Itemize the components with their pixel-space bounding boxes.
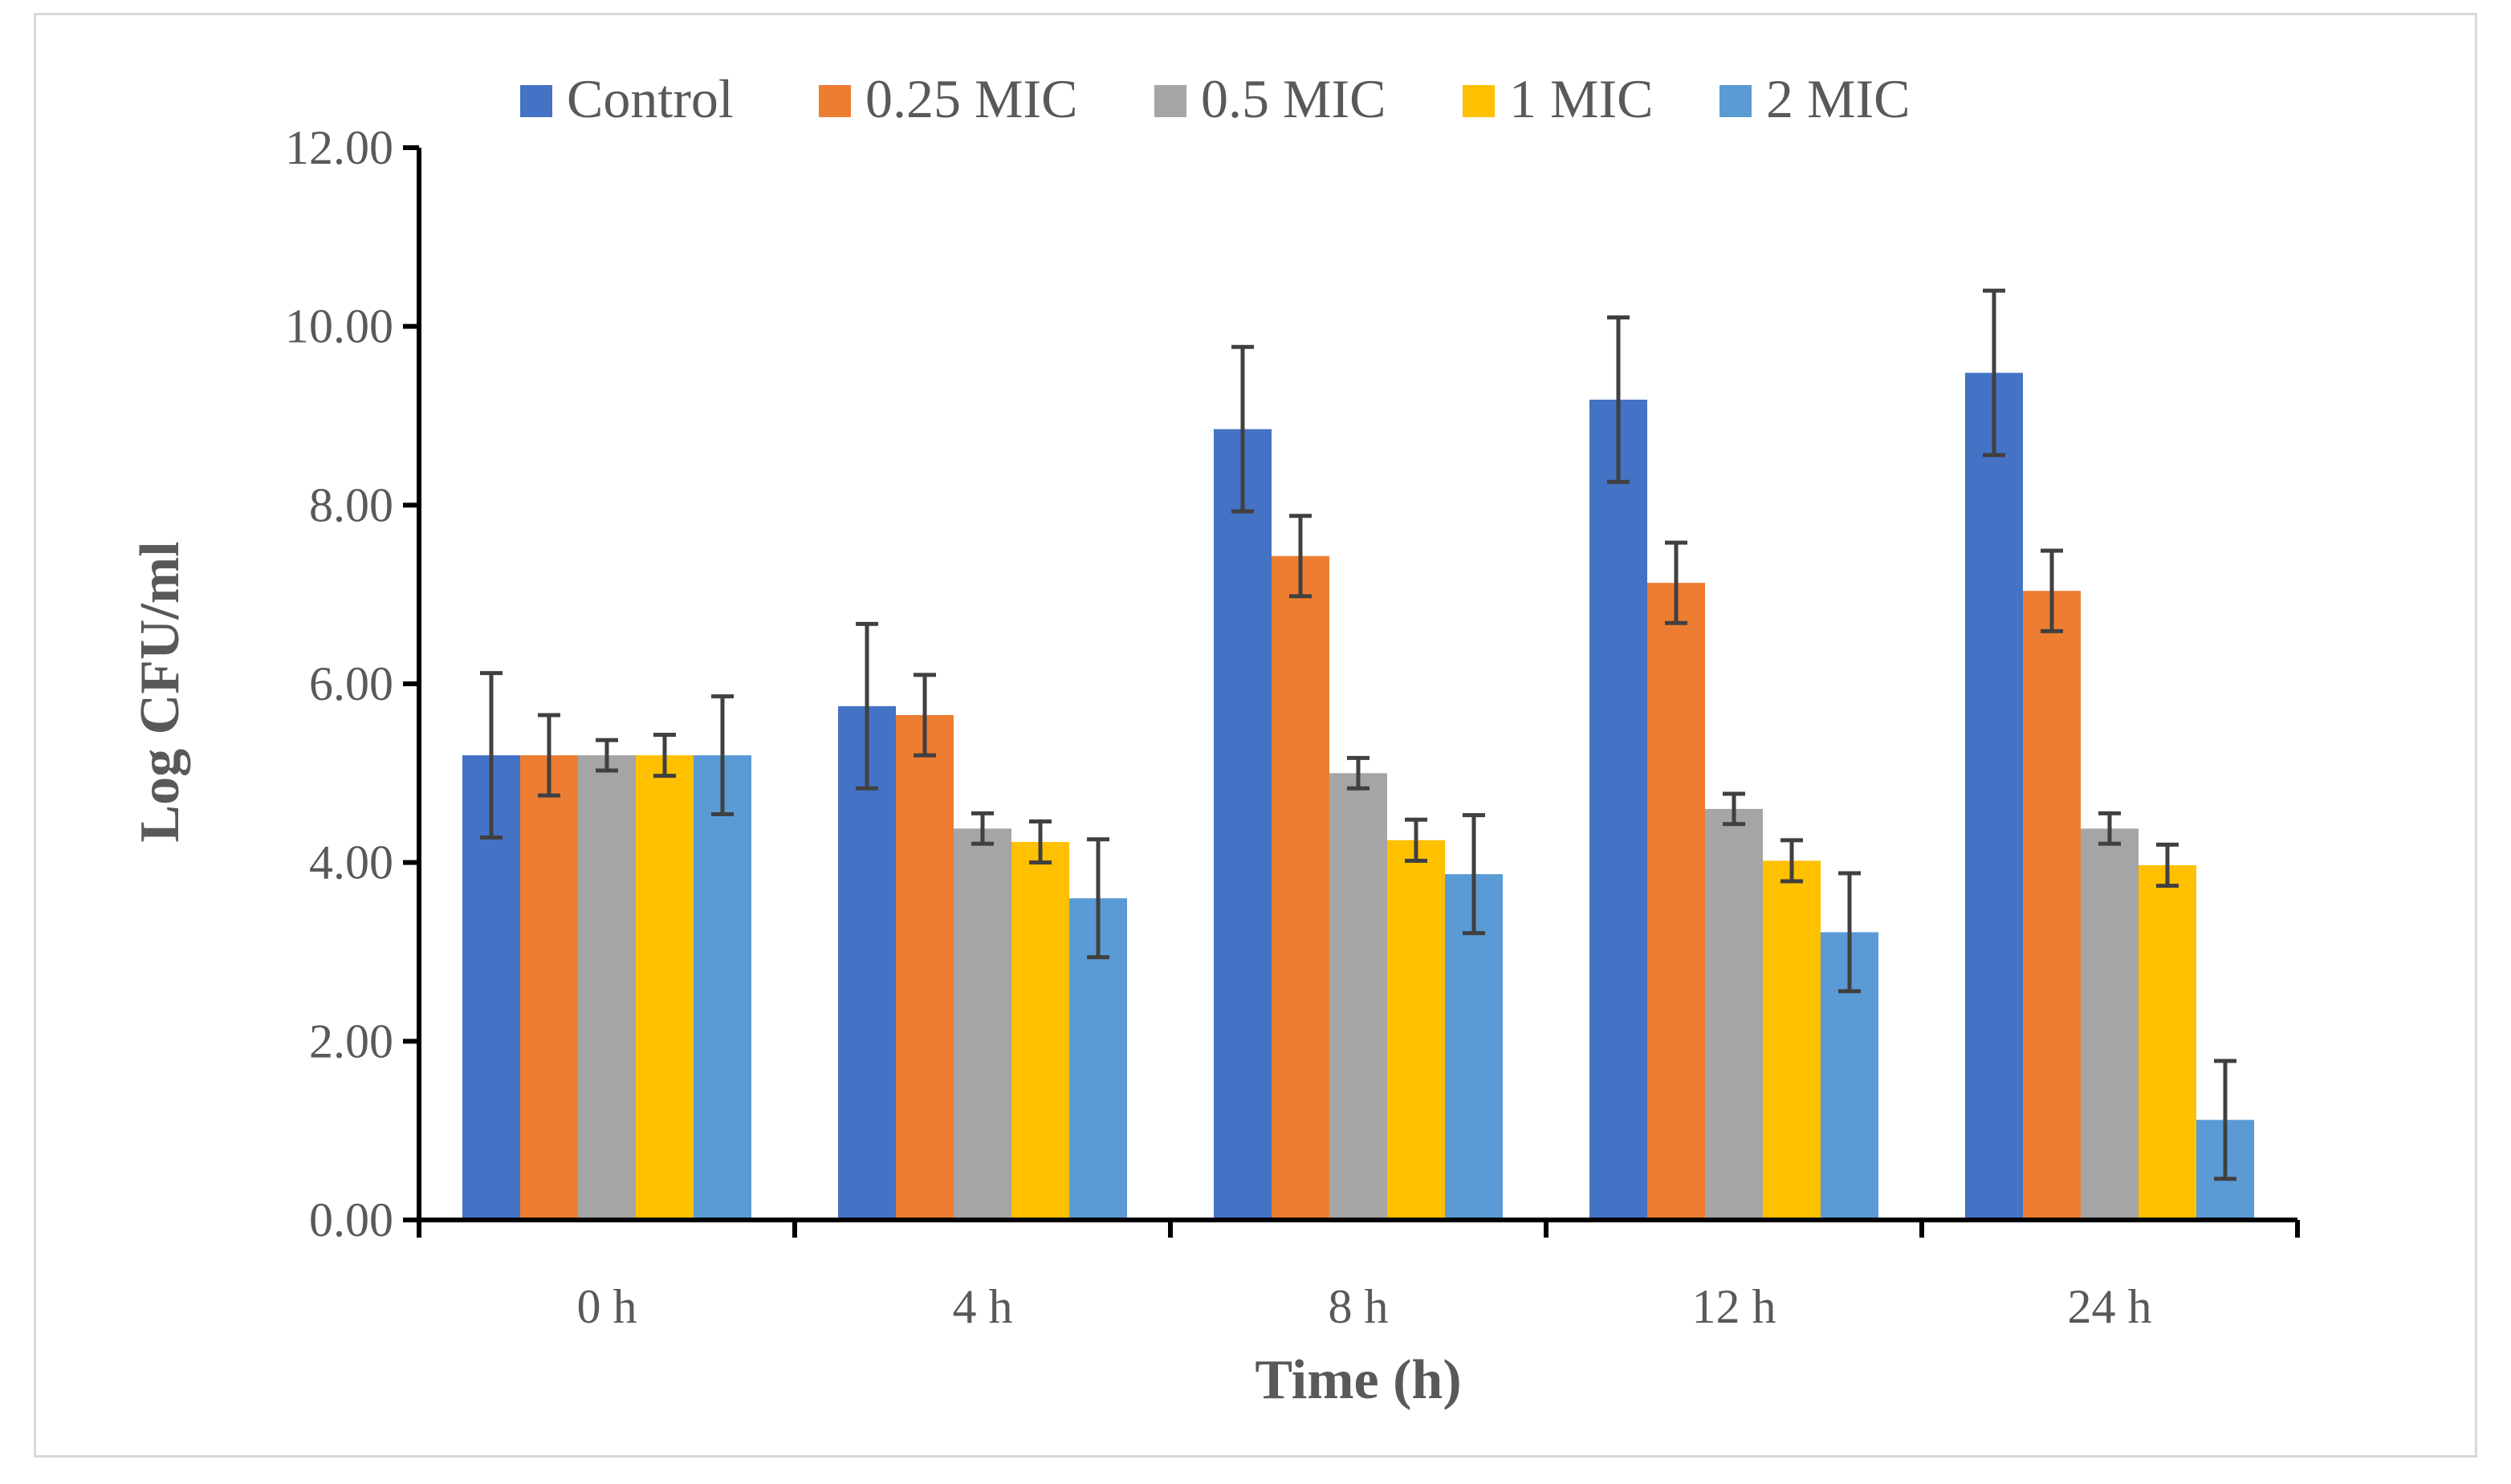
legend-item-2-mic: 2 MIC	[1719, 68, 1910, 129]
y-tick-label: 0.00	[309, 1193, 393, 1246]
y-tick-label: 2.00	[309, 1014, 393, 1067]
bar-0.25-mic-12h	[1647, 583, 1705, 1220]
error-bar-0.5-mic-0h	[596, 738, 618, 773]
error-bar-0.5-mic-8h	[1347, 755, 1369, 791]
bar-1-mic-24h	[2139, 865, 2196, 1220]
bar-0.5-mic-4h	[954, 828, 1011, 1220]
bar-0.5-mic-0h	[578, 755, 636, 1220]
x-axis-title: Time (h)	[1255, 1349, 1461, 1411]
x-tick-label: 4 h	[953, 1280, 1013, 1333]
legend-swatch	[1154, 85, 1186, 117]
error-bar-1-mic-24h	[2156, 842, 2179, 888]
error-bars	[480, 288, 2236, 1181]
error-bar-1-mic-0h	[653, 732, 676, 779]
legend-label: 0.5 MIC	[1201, 68, 1386, 129]
error-bar-2-mic-24h	[2214, 1059, 2236, 1181]
error-bar-2-mic-8h	[1463, 813, 1485, 936]
bars	[462, 372, 2254, 1221]
y-tick-label: 6.00	[309, 657, 393, 710]
legend-label: Control	[567, 68, 734, 129]
error-bar-1-mic-8h	[1405, 817, 1427, 863]
bar-0.5-mic-12h	[1705, 808, 1763, 1220]
error-bar-2-mic-0h	[711, 694, 734, 817]
x-tick-label: 8 h	[1329, 1280, 1389, 1333]
error-bar-2-mic-4h	[1087, 837, 1109, 960]
bar-1-mic-12h	[1763, 860, 1821, 1220]
bar-control-4h	[838, 705, 896, 1220]
bar-0.5-mic-8h	[1329, 773, 1387, 1220]
error-bar-0.25-mic-8h	[1289, 514, 1312, 599]
error-bar-0.25-mic-0h	[538, 713, 560, 798]
bar-0.5-mic-24h	[2081, 828, 2139, 1220]
y-axis-ticks: 0.00 2.00 4.00 6.00 8.00 10.00 12.00	[285, 121, 393, 1246]
x-tick-label: 0 h	[577, 1280, 637, 1333]
bar-1-mic-8h	[1387, 840, 1445, 1220]
error-bar-0.5-mic-12h	[1723, 791, 1745, 827]
bar-0.25-mic-0h	[520, 755, 578, 1220]
y-tick-label: 4.00	[309, 836, 393, 889]
error-bar-control-24h	[1983, 288, 2005, 457]
bar-2-mic-0h	[694, 755, 751, 1220]
legend-label: 0.25 MIC	[865, 68, 1077, 129]
bar-control-12h	[1589, 399, 1647, 1221]
legend-swatch	[520, 85, 552, 117]
legend-swatch	[1719, 85, 1752, 117]
bar-0.25-mic-8h	[1272, 555, 1329, 1220]
legend-item-0.5-mic: 0.5 MIC	[1154, 68, 1386, 129]
bar-0.25-mic-24h	[2023, 591, 2081, 1220]
y-tick-label: 8.00	[309, 478, 393, 531]
error-bar-2-mic-12h	[1838, 871, 1861, 994]
legend: Control 0.25 MIC 0.5 MIC 1 MIC 2 MIC	[520, 68, 1910, 129]
error-bar-control-4h	[856, 621, 878, 791]
error-bar-control-12h	[1607, 315, 1630, 484]
legend-swatch	[1463, 85, 1495, 117]
y-tick-label: 12.00	[285, 121, 393, 174]
error-bar-1-mic-4h	[1029, 819, 1052, 865]
error-bar-control-0h	[480, 671, 503, 840]
x-tick-label: 12 h	[1692, 1280, 1776, 1333]
bar-0.25-mic-4h	[896, 714, 954, 1220]
y-axis-title: Log CFU/ml	[129, 541, 191, 842]
x-axis-ticks: 0 h 4 h 8 h 12 h 24 h	[577, 1280, 2152, 1333]
error-bar-1-mic-12h	[1780, 838, 1803, 884]
error-bar-0.5-mic-24h	[2098, 811, 2121, 846]
legend-item-1-mic: 1 MIC	[1463, 68, 1653, 129]
y-tick-label: 10.00	[285, 300, 393, 353]
legend-item-0.25-mic: 0.25 MIC	[819, 68, 1077, 129]
bar-1-mic-4h	[1011, 842, 1069, 1220]
axes	[403, 145, 2300, 1238]
legend-label: 1 MIC	[1509, 68, 1653, 129]
x-tick-label: 24 h	[2068, 1280, 2152, 1333]
error-bar-0.25-mic-24h	[2041, 548, 2063, 633]
bar-1-mic-0h	[636, 755, 694, 1220]
error-bar-control-8h	[1231, 344, 1254, 514]
legend-label: 2 MIC	[1766, 68, 1910, 129]
bar-control-8h	[1214, 429, 1272, 1220]
error-bar-0.5-mic-4h	[971, 811, 994, 846]
legend-item-control: Control	[520, 68, 734, 129]
bar-control-24h	[1965, 372, 2023, 1220]
error-bar-0.25-mic-12h	[1665, 540, 1687, 625]
legend-swatch	[819, 85, 851, 117]
error-bar-0.25-mic-4h	[914, 673, 936, 758]
